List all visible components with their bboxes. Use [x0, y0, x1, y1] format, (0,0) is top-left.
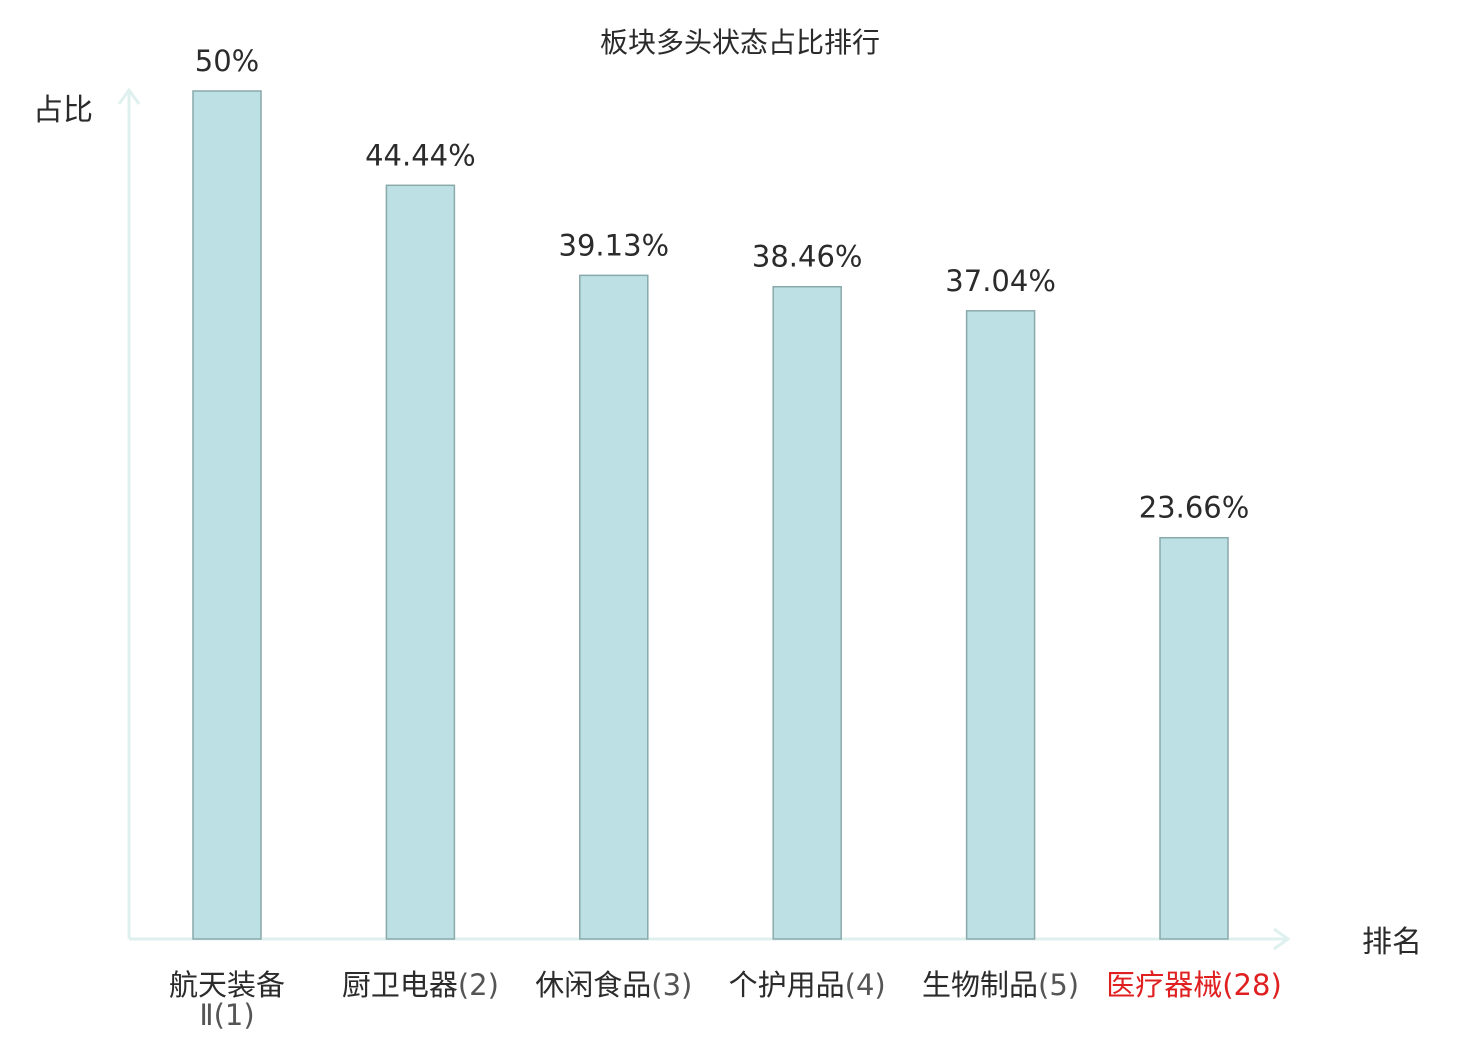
x-axis-arrow — [1273, 927, 1291, 951]
category-label: 航天装备 — [169, 968, 285, 1002]
x-axis-label: 排名 — [1362, 925, 1422, 960]
category-rank: (4) — [845, 968, 886, 1002]
value-labels-group: 50% 44.44% 39.13% 38.46% 37.04% 23.66% — [195, 44, 1250, 525]
category-rank: (5) — [1038, 968, 1079, 1002]
category-label: 个护用品(4) — [729, 968, 886, 1002]
bar — [385, 184, 456, 940]
bar-value-label: 37.04% — [945, 264, 1056, 298]
category-name: 生物制品 — [922, 968, 1038, 1002]
y-axis-label: 占比 — [33, 93, 93, 128]
bar-value-label: 44.44% — [365, 138, 476, 172]
bar — [579, 274, 649, 940]
bar-value-label: 38.46% — [752, 240, 863, 274]
bar-value-label: 50% — [195, 44, 259, 78]
category-label: 休闲食品(3) — [535, 968, 692, 1002]
bar — [1159, 536, 1229, 940]
chart-title: 板块多头状态占比排行 — [600, 26, 880, 59]
bar — [965, 310, 1036, 940]
category-name-suffix: Ⅱ — [199, 998, 213, 1032]
bar — [772, 285, 842, 940]
category-rank: (1) — [214, 998, 255, 1032]
category-rank: (3) — [651, 968, 692, 1002]
bar-value-label: 23.66% — [1139, 491, 1250, 525]
bar-value-label: 39.13% — [559, 228, 670, 262]
y-axis-arrow — [117, 87, 141, 105]
axes — [117, 87, 1291, 951]
bars-group — [192, 90, 1229, 940]
category-label: 医疗器械(28) — [1106, 968, 1282, 1002]
category-name: 医疗器械 — [1106, 968, 1222, 1002]
bar — [192, 90, 262, 940]
category-label: 厨卫电器(2) — [342, 968, 499, 1002]
category-name: 厨卫电器 — [342, 968, 458, 1002]
category-rank: (28) — [1222, 968, 1282, 1002]
category-name: 航天装备 — [169, 968, 285, 1002]
category-rank: (2) — [458, 968, 499, 1002]
category-label: 生物制品(5) — [922, 968, 1079, 1002]
category-label-line2: Ⅱ(1) — [199, 998, 254, 1032]
category-name: 个护用品 — [729, 968, 845, 1002]
category-name: 休闲食品 — [535, 968, 651, 1002]
